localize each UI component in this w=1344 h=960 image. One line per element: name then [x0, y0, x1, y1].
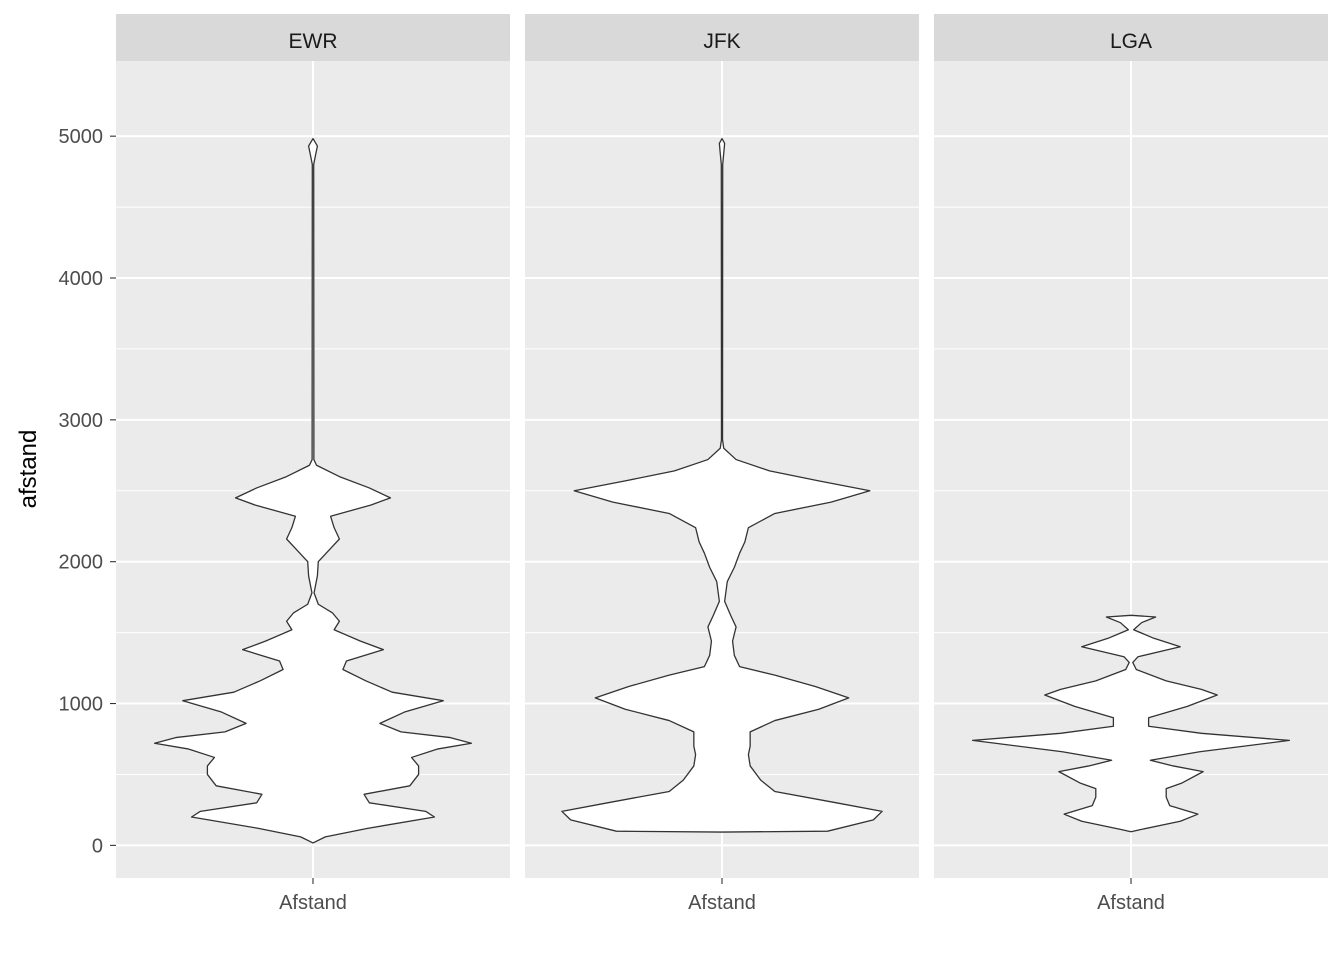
facet-panel-lga: LGA Afstand: [934, 14, 1328, 914]
x-tick-label: Afstand: [279, 892, 347, 914]
facet-strip: [116, 14, 510, 61]
violin-ewr: [153, 137, 473, 844]
y-axis: 0 1000 2000 3000 4000 5000: [59, 126, 116, 857]
y-tick-label: 5000: [59, 126, 104, 148]
facet-strip-label: EWR: [289, 30, 338, 53]
y-axis-title: afstand: [15, 430, 42, 509]
y-tick-label: 3000: [59, 410, 104, 432]
x-tick-label: Afstand: [688, 892, 756, 914]
violin-lga: [971, 614, 1291, 833]
facet-strip-label: LGA: [1110, 30, 1152, 53]
facet-strip: [525, 14, 919, 61]
facet-panel-jfk: JFK Afstand: [525, 14, 919, 914]
violin-jfk: [561, 137, 883, 833]
y-tick-label: 1000: [59, 694, 104, 716]
facet-panels: EWR Afstand JFK Afstand LGA Afstand: [116, 14, 1328, 914]
facet-strip-label: JFK: [703, 30, 740, 53]
facet-panel-ewr: EWR Afstand: [116, 14, 510, 914]
y-tick-label: 2000: [59, 552, 104, 574]
facet-strip: [934, 14, 1328, 61]
x-tick-label: Afstand: [1097, 892, 1165, 914]
y-tick-label: 0: [92, 835, 103, 857]
y-tick-label: 4000: [59, 268, 104, 290]
